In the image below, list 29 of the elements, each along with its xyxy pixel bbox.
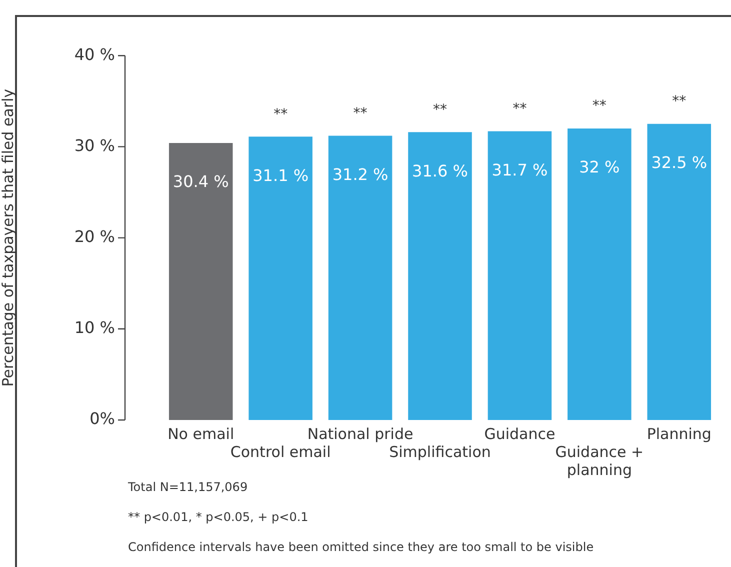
y-tick-label: 30 % [74, 136, 115, 155]
annotation: ** [433, 102, 447, 118]
data-label: 31.6 % [412, 161, 468, 180]
data-label: 31.2 % [332, 164, 388, 184]
y-tick-label: 10 % [74, 318, 115, 338]
annotation: ** [274, 106, 288, 122]
data-label: 31.1 % [252, 166, 309, 185]
data-label: 30.4 % [172, 172, 229, 192]
x-tick-label: Planning [646, 424, 712, 443]
annotation: ** [353, 105, 368, 122]
y-tick-label: 40 % [74, 44, 115, 64]
y-axis-title: Percentage of taxpayers that filed early [0, 88, 17, 387]
y-tick-label: 20 % [74, 226, 115, 246]
data-label: 31.7 % [492, 160, 548, 180]
data-label: 32.5 % [651, 153, 708, 172]
data-label: 32 % [579, 158, 620, 177]
x-tick-label: Guidance [484, 424, 556, 443]
x-tick-label: National pride [307, 424, 414, 443]
text: ** p<0.01, * p<0.05, + p<0.1 [128, 509, 310, 526]
annotation: ** [512, 100, 527, 117]
text: Confidence intervals have been omitted since they are too small to be visible [128, 539, 594, 556]
text: Total N=11,157,069 [128, 480, 248, 494]
x-tick-label: Guidance + planning [555, 442, 644, 479]
x-tick-label: Control email [230, 442, 331, 461]
x-tick-label: No email [168, 424, 234, 443]
annotation: ** [672, 94, 686, 110]
x-tick-label: Simplification [389, 442, 491, 461]
annotation: ** [592, 98, 606, 114]
y-tick-label: 0% [90, 409, 115, 428]
